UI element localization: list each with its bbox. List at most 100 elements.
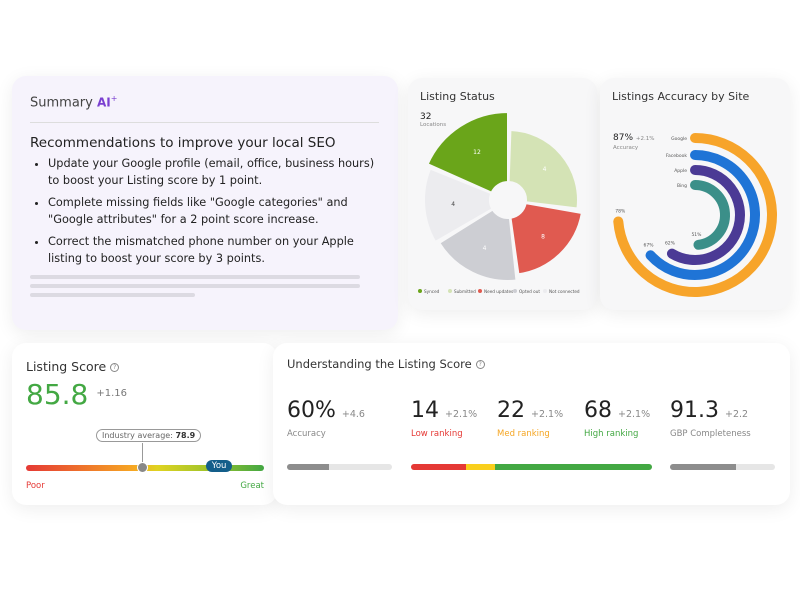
summary-header: Summary AI+: [30, 94, 379, 124]
ring-facebook[interactable]: [645, 150, 760, 280]
total-locations-label: Locations: [420, 122, 447, 128]
legend-dot: [478, 289, 482, 293]
legend-label: Need updates: [484, 289, 513, 294]
legend-dot: [448, 289, 452, 293]
legend-dot: [513, 289, 517, 293]
accuracy-bar: [287, 464, 392, 470]
metric-3: 68 +2.1% High ranking: [584, 398, 650, 439]
loading-line: [30, 275, 360, 280]
listing-score-card: Listing Score? 85.8 +1.16 Industry averag…: [12, 343, 277, 505]
summary-card: Summary AI+ Recommendations to improve y…: [12, 76, 398, 330]
understanding-score-card: Understanding the Listing Score? 60% +4.6…: [273, 343, 790, 505]
legend-dot: [418, 289, 422, 293]
legend-label: Submitted: [454, 289, 476, 294]
accuracy-bar-fill: [287, 464, 329, 470]
metric-delta: +2.1%: [618, 409, 651, 420]
legend-dot: [543, 289, 547, 293]
listing-status-card: Listing Status 32 Locations 12 Synced 4 Sub…: [408, 78, 597, 310]
industry-value: 78.9: [175, 431, 196, 440]
pie-value-label: 8: [541, 233, 545, 240]
ring-bing[interactable]: [690, 180, 730, 250]
total-locations: 32: [420, 112, 432, 122]
metric-label: GBP Completeness: [670, 429, 751, 439]
metric-delta: +2.2: [724, 409, 749, 420]
metric-value: 68: [584, 398, 612, 423]
industry-marker: [136, 462, 148, 473]
metric-4: 91.3 +2.2 GBP Completeness: [670, 398, 751, 439]
ranking-segment: [466, 464, 496, 470]
loading-line: [30, 284, 360, 289]
metric-value: 60%: [287, 398, 336, 423]
recommendation-item: Complete missing fields like "Google cat…: [48, 194, 380, 228]
ring-site-label: Bing: [677, 183, 687, 189]
metric-delta: +4.6: [341, 409, 365, 420]
ranking-bar: [411, 464, 652, 470]
legend-label: Not connected: [549, 289, 580, 294]
recommendation-item: Correct the mismatched phone number on y…: [48, 233, 380, 267]
gbp-bar-fill: [670, 464, 737, 470]
metric-value: 22: [497, 398, 525, 423]
you-marker: You: [205, 460, 233, 472]
pie-segment-need-updates[interactable]: [509, 202, 583, 276]
loading-line: [30, 293, 195, 298]
ring-google[interactable]: [613, 133, 777, 297]
ring-site-label: Facebook: [666, 153, 688, 159]
metric-value: 91.3: [670, 398, 719, 423]
listing-score-title: Listing Score?: [26, 359, 263, 374]
recommendation-item: Update your Google profile (email, offic…: [48, 155, 380, 189]
metric-2: 22 +2.1% Med ranking: [497, 398, 563, 439]
listing-status-title: Listing Status: [420, 90, 495, 103]
understanding-title-text: Understanding the Listing Score: [287, 357, 472, 371]
metric-delta: +2.1%: [531, 409, 564, 420]
listing-status-chart: 12 Synced 4 Submitted 8 Need updates 4 Opted ou…: [418, 111, 583, 294]
metric-1: 14 +2.1% Low ranking: [411, 398, 477, 439]
metric-label: High ranking: [584, 429, 639, 439]
gbp-bar: [670, 464, 775, 470]
ring-pct-label: 67%: [644, 242, 655, 248]
ring-site-label: Google: [671, 136, 687, 142]
pie-value-label: 4: [451, 201, 455, 208]
metric-label: Low ranking: [411, 429, 463, 439]
tooltip-line: [142, 443, 143, 463]
pie-segment-synced[interactable]: [426, 111, 509, 194]
ring-apple[interactable]: [666, 165, 745, 265]
legend-label: Synced: [424, 289, 440, 294]
industry-label: Industry average:: [102, 431, 173, 440]
poor-label: Poor: [26, 481, 45, 491]
metric-0: 60% +4.6 Accuracy: [287, 398, 365, 439]
pie-segment-not-connected[interactable]: [423, 167, 494, 243]
metric-label: Med ranking: [497, 429, 550, 439]
accuracy-rings-chart: Google 78% Facebook 67% Apple 62% Bing 51%: [613, 133, 777, 297]
ranking-segment: [495, 464, 652, 470]
accuracy-title: Listings Accuracy by Site: [612, 90, 750, 103]
metric-label: Accuracy: [287, 429, 326, 439]
metric-delta: +2.1%: [445, 409, 478, 420]
legend-label: Opted out: [519, 289, 540, 294]
help-icon[interactable]: ?: [475, 360, 485, 369]
accuracy-card: Listings Accuracy by Site 87% +2.1% Accu…: [600, 78, 790, 310]
sparkle-icon: +: [110, 94, 118, 103]
accuracy-value: 87%: [613, 133, 634, 143]
recommendations-heading: Recommendations to improve your local SE…: [30, 135, 336, 152]
pie-segment-submitted[interactable]: [507, 129, 579, 210]
accuracy-summary: 87% +2.1%: [613, 133, 654, 143]
summary-title: Summary: [30, 95, 93, 111]
ring-site-label: Apple: [674, 168, 687, 174]
recommendations-list: Update your Google profile (email, offic…: [30, 155, 380, 267]
accuracy-delta: +2.1%: [635, 136, 655, 142]
pie-value-label: 12: [473, 149, 481, 156]
metric-value: 14: [411, 398, 439, 423]
ring-pct-label: 78%: [615, 208, 626, 214]
accuracy-label: Accuracy: [613, 145, 639, 151]
pie-value-label: 4: [543, 166, 547, 173]
score-value: 85.8: [26, 378, 89, 411]
help-icon[interactable]: ?: [110, 363, 120, 372]
score-delta: +1.16: [96, 388, 127, 399]
understanding-title: Understanding the Listing Score?: [287, 357, 776, 371]
pie-segment-opted-out[interactable]: [438, 208, 518, 282]
great-label: Great: [240, 481, 264, 491]
ranking-segment: [411, 464, 467, 470]
industry-average-tooltip: Industry average: 78.9: [96, 429, 202, 442]
ring-pct-label: 51%: [691, 232, 702, 238]
ai-badge: AI: [96, 95, 111, 110]
